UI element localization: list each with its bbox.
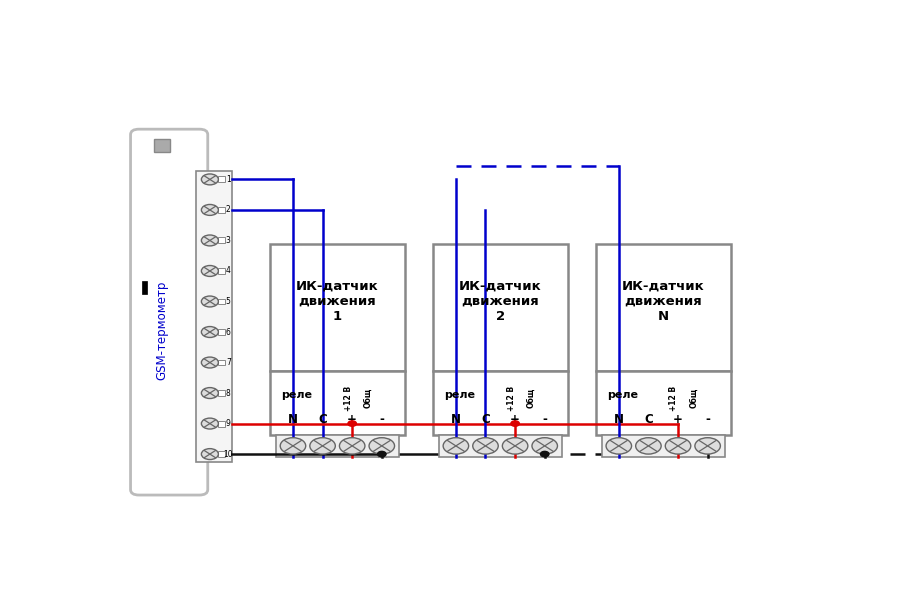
Bar: [218, 359, 225, 365]
Bar: [218, 390, 225, 396]
FancyBboxPatch shape: [131, 129, 207, 495]
Circle shape: [201, 296, 218, 307]
Text: -: -: [379, 413, 384, 426]
Text: Общ: Общ: [364, 388, 373, 408]
Text: 10: 10: [224, 450, 233, 459]
Text: C: C: [644, 413, 653, 426]
Bar: [433, 244, 568, 371]
Text: ИК-датчик
движения
N: ИК-датчик движения N: [622, 280, 705, 323]
Bar: [439, 435, 562, 457]
Text: N: N: [451, 413, 461, 426]
Circle shape: [201, 418, 218, 429]
Text: 7: 7: [226, 358, 230, 367]
Circle shape: [201, 449, 218, 460]
Bar: [218, 298, 225, 304]
Bar: [218, 238, 225, 243]
Bar: [197, 171, 232, 462]
Circle shape: [540, 452, 549, 457]
Circle shape: [201, 265, 218, 277]
Text: 1: 1: [226, 175, 230, 184]
Circle shape: [201, 204, 218, 215]
Bar: [218, 268, 225, 274]
Text: ИК-датчик
движения
2: ИК-датчик движения 2: [459, 280, 542, 323]
Circle shape: [339, 438, 365, 454]
Bar: [218, 207, 225, 213]
Circle shape: [281, 438, 305, 454]
Circle shape: [695, 438, 720, 454]
Text: C: C: [318, 413, 327, 426]
Bar: [218, 451, 225, 457]
Text: 3: 3: [226, 236, 230, 245]
Text: C: C: [481, 413, 490, 426]
Circle shape: [532, 438, 558, 454]
Bar: [218, 329, 225, 335]
Text: ИК-датчик
движения
1: ИК-датчик движения 1: [296, 280, 378, 323]
Bar: [433, 371, 568, 435]
Text: 9: 9: [226, 419, 230, 428]
Circle shape: [201, 357, 218, 368]
Circle shape: [348, 421, 356, 426]
Bar: [218, 177, 225, 183]
Text: 5: 5: [226, 297, 230, 306]
Text: реле: реле: [282, 391, 313, 401]
Circle shape: [503, 438, 528, 454]
Circle shape: [473, 438, 498, 454]
Text: +12 В: +12 В: [344, 385, 353, 411]
Text: 6: 6: [226, 327, 230, 336]
Text: N: N: [288, 413, 298, 426]
Circle shape: [201, 388, 218, 398]
Text: +: +: [347, 413, 357, 426]
Text: +12 В: +12 В: [669, 385, 678, 411]
Text: +12 В: +12 В: [506, 385, 515, 411]
Bar: [154, 139, 170, 152]
Bar: [271, 371, 405, 435]
Text: +: +: [673, 413, 683, 426]
Circle shape: [201, 174, 218, 185]
Circle shape: [443, 438, 469, 454]
Bar: [271, 244, 405, 371]
Circle shape: [377, 452, 386, 457]
Text: -: -: [706, 413, 710, 426]
Bar: [596, 244, 730, 371]
Text: реле: реле: [444, 391, 475, 401]
Circle shape: [310, 438, 335, 454]
Circle shape: [369, 438, 395, 454]
Bar: [142, 281, 147, 294]
Circle shape: [635, 438, 661, 454]
Circle shape: [201, 235, 218, 246]
Circle shape: [201, 327, 218, 337]
Text: GSM-термометр: GSM-термометр: [155, 280, 168, 379]
Circle shape: [606, 438, 632, 454]
Text: 8: 8: [226, 388, 230, 398]
Text: -: -: [542, 413, 547, 426]
Text: N: N: [614, 413, 624, 426]
Bar: [601, 435, 725, 457]
Circle shape: [665, 438, 691, 454]
Text: Общ: Общ: [526, 388, 536, 408]
Text: реле: реле: [607, 391, 638, 401]
Text: +: +: [510, 413, 520, 426]
Text: 2: 2: [226, 206, 230, 215]
Text: 4: 4: [226, 267, 230, 275]
Text: Общ: Общ: [690, 388, 698, 408]
Circle shape: [511, 421, 519, 426]
Bar: [596, 371, 730, 435]
Bar: [218, 421, 225, 427]
Bar: [276, 435, 399, 457]
